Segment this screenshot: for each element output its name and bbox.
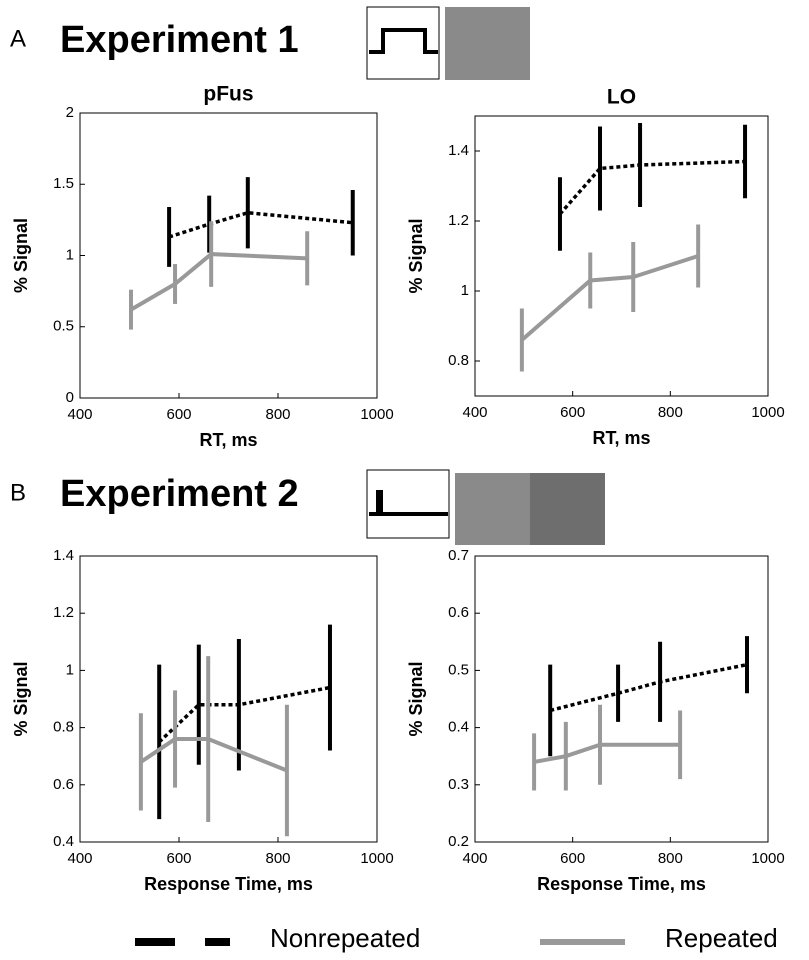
y-axis-label: % Signal [11,661,31,736]
x-tick-label: 600 [560,404,585,421]
y-tick-label: 0.3 [448,776,469,793]
chart-title: LO [607,86,636,109]
series-line [558,159,746,216]
y-tick-label: 0.6 [53,776,74,793]
x-tick-label: 800 [658,850,683,867]
series-line [129,252,308,312]
x-axis-label: Response Time, ms [144,874,313,894]
x-tick-label: 400 [67,406,92,423]
stimulus-icon [366,469,450,539]
y-tick-label: 0.8 [448,352,469,369]
y-axis-label: % Signal [11,218,31,293]
y-tick-label: 0.2 [448,833,469,850]
y-tick-label: 0.5 [448,661,469,678]
panel-title: Experiment 2 [60,473,299,515]
y-tick-label: 1.2 [448,212,469,229]
panel-title: Experiment 1 [60,19,299,61]
plot-frame [474,115,769,397]
x-tick-label: 600 [166,406,191,423]
series-line [520,254,699,342]
series-line [533,742,681,764]
y-tick-label: 1.4 [448,142,469,159]
cat-image [445,7,530,80]
y-tick-label: 1.4 [53,547,74,564]
series-line [549,662,748,713]
y-tick-label: 0 [66,389,74,406]
y-tick-label: 1 [66,246,74,263]
y-axis-label: % Signal [406,218,426,293]
panel-letter: A [10,25,26,52]
y-tick-label: 0.5 [53,318,74,335]
x-tick-label: 1000 [360,850,393,867]
y-tick-label: 2 [66,104,74,121]
y-tick-label: 1 [461,282,469,299]
plot-frame [474,555,769,843]
x-tick-label: 400 [67,850,92,867]
y-tick-label: 1 [66,661,74,678]
cat-image [455,473,530,545]
y-tick-label: 0.7 [448,547,469,564]
x-tick-label: 600 [166,850,191,867]
y-tick-label: 1.2 [53,604,74,621]
y-axis-label: % Signal [406,661,426,736]
x-tick-label: 1000 [360,406,393,423]
timing-icon [369,490,448,516]
x-tick-label: 1000 [751,404,784,421]
legend-label: Repeated [665,923,778,953]
x-tick-label: 1000 [751,850,784,867]
y-tick-label: 0.4 [53,833,74,850]
y-tick-label: 0.4 [448,719,469,736]
stimulus-icon [366,6,440,80]
mask-image [530,473,605,545]
plot-frame [79,555,378,843]
series-line [168,210,353,239]
timing-icon [369,28,438,54]
y-tick-label: 1.5 [53,175,74,192]
legend-label: Nonrepeated [270,923,420,953]
x-tick-label: 600 [560,850,585,867]
x-axis-label: Response Time, ms [537,874,706,894]
y-tick-label: 0.8 [53,719,74,736]
y-tick-label: 0.6 [448,604,469,621]
x-tick-label: 800 [265,406,290,423]
x-axis-label: RT, ms [199,430,257,450]
panel-letter: B [10,479,26,506]
x-tick-label: 800 [658,404,683,421]
series-line [139,737,288,773]
x-tick-label: 800 [265,850,290,867]
x-tick-label: 400 [462,850,487,867]
chart-title: pFus [203,83,253,106]
series-line [158,685,331,744]
x-axis-label: RT, ms [592,428,650,448]
x-tick-label: 400 [462,404,487,421]
